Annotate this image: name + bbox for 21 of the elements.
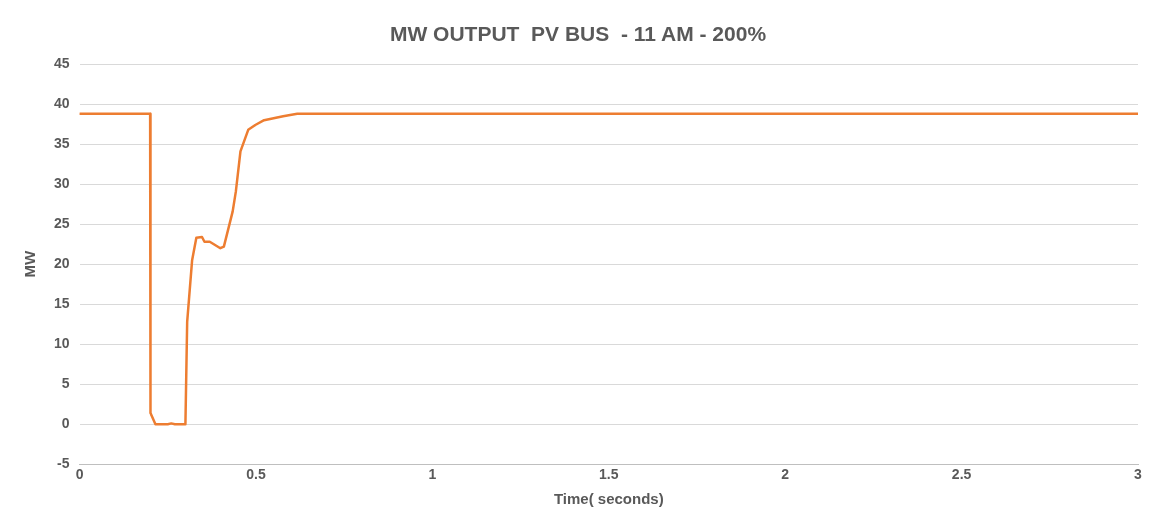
y-tick-label: 20 xyxy=(53,255,70,272)
y-axis-title: MW xyxy=(21,250,39,278)
y-tick-label: 0 xyxy=(61,415,70,432)
x-tick-label: 2 xyxy=(781,466,790,483)
y-tick-label: 15 xyxy=(53,295,70,312)
chart-title: MW OUTPUT PV BUS - 11 AM - 200% xyxy=(389,22,767,46)
x-tick-label: 0.5 xyxy=(246,466,266,483)
x-axis-title: Time( seconds) xyxy=(553,490,664,508)
y-tick-label: 40 xyxy=(53,95,70,112)
x-tick-label: 2.5 xyxy=(951,466,972,483)
x-tick-label: 0 xyxy=(75,466,84,483)
y-tick-label: 35 xyxy=(53,135,70,152)
y-tick-label: 25 xyxy=(53,215,70,232)
y-tick-label: 45 xyxy=(53,55,70,72)
y-tick-label: 30 xyxy=(53,175,70,192)
x-tick-label: 3 xyxy=(1134,466,1143,483)
y-tick-label: -5 xyxy=(57,455,70,472)
x-tick-label: 1 xyxy=(428,466,437,483)
x-tick-label: 1.5 xyxy=(599,466,619,483)
y-tick-label: 5 xyxy=(61,375,70,392)
y-tick-label: 10 xyxy=(53,335,70,352)
